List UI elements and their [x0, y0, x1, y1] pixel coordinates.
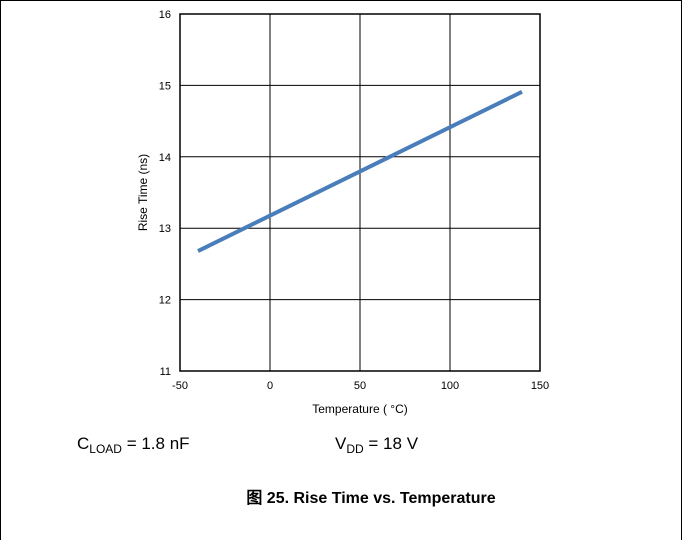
y-tick-label: 15 [159, 80, 171, 92]
rise-time-chart: -50 0 50 100 150 11 12 13 14 15 16 Temperature ( … [136, 9, 549, 416]
x-tick-label: 0 [267, 380, 273, 392]
y-tick-label: 11 [160, 366, 171, 378]
x-tick-label: -50 [172, 380, 188, 392]
x-tick-labels: -50 0 50 100 150 [172, 380, 549, 392]
supply-voltage-condition: VDD = 18 V [335, 434, 418, 456]
y-tick-label: 13 [159, 223, 171, 235]
y-tick-label: 16 [159, 9, 171, 21]
caption-text: 25. Rise Time vs. Temperature [262, 490, 496, 507]
y-axis-label: Rise Time (ns) [136, 154, 150, 231]
figure-caption: 图 25. Rise Time vs. Temperature [0, 484, 682, 508]
vdd-subscript: DD [346, 442, 364, 456]
x-tick-label: 100 [441, 380, 459, 392]
y-tick-label: 14 [159, 152, 171, 164]
plot-area [179, 13, 541, 372]
y-tick-label: 12 [159, 295, 171, 307]
x-tick-label: 50 [354, 380, 366, 392]
load-symbol: C [77, 434, 90, 453]
series-layer [197, 90, 523, 253]
series-line [197, 90, 523, 253]
load-value: = 1.8 nF [121, 434, 190, 453]
load-subscript: LOAD [89, 442, 122, 456]
y-tick-labels: 11 12 13 14 15 16 [159, 9, 171, 378]
grid-lines [179, 13, 541, 372]
vdd-symbol: V [335, 434, 347, 453]
load-capacitance-condition: CLOAD = 1.8 nF [77, 434, 190, 456]
x-tick-label: 150 [531, 380, 549, 392]
vdd-value: = 18 V [363, 434, 419, 453]
x-axis-label: Temperature ( °C) [312, 402, 408, 416]
caption-prefix: 图 [246, 490, 263, 507]
